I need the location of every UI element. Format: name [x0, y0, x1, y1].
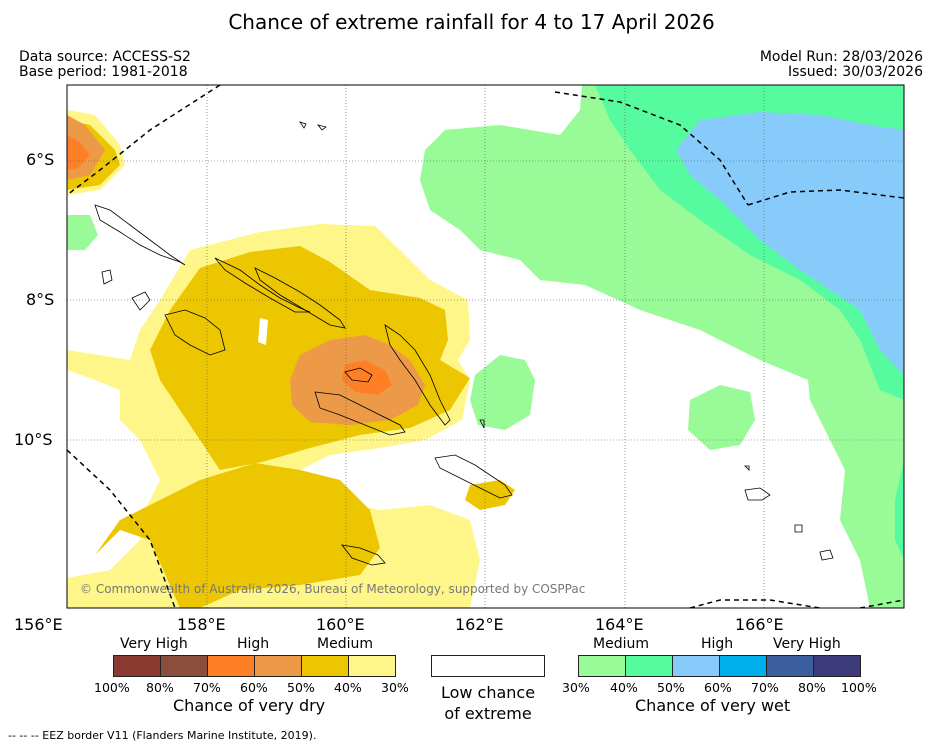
- lat-label-6s: 6°S: [26, 150, 55, 169]
- lat-label-8s: 8°S: [26, 290, 55, 309]
- lon-label-158e: 158°E: [177, 615, 226, 634]
- vanikoro-coast: [794, 524, 803, 533]
- wet-swatch-60-70: [719, 655, 767, 677]
- wet-section-high: High: [701, 636, 734, 652]
- lon-label-164e: 164°E: [595, 615, 644, 634]
- model-run-block: Model Run: 28/03/2026 Issued: 30/03/2026: [760, 50, 923, 80]
- dry-region-60pct: [342, 360, 392, 395]
- dry-pct-40: 40%: [334, 680, 362, 695]
- eez-borders: [67, 85, 904, 608]
- vella-lavella-coast: [131, 291, 151, 311]
- wet-pct-40: 40%: [610, 680, 638, 695]
- data-source-block: Data source: ACCESS-S2 Base period: 1981…: [19, 50, 191, 80]
- low-chance-line1: Low chance: [440, 683, 536, 702]
- dry-swatch-60-70: [207, 655, 255, 677]
- dry-pct-70: 70%: [193, 680, 221, 695]
- dry-pct-100: 100%: [94, 680, 130, 695]
- new-georgia-coast: [164, 309, 226, 356]
- wet-swatch-40-50: [625, 655, 673, 677]
- santa-cruz-coast: [744, 487, 771, 501]
- rennell-coast: [341, 544, 386, 566]
- duff-islands-coast: [744, 465, 750, 471]
- wet-pct-80: 80%: [798, 680, 826, 695]
- small-island-3: [101, 269, 113, 285]
- wet-pct-70: 70%: [751, 680, 779, 695]
- low-chance-line2: of extreme: [444, 704, 532, 723]
- dry-swatch-80-100: [113, 655, 161, 677]
- wet-region-30pct-east: [688, 385, 755, 450]
- graticule: [67, 85, 904, 608]
- malaita-coast: [384, 324, 451, 426]
- ontong-java-coast: [479, 419, 485, 429]
- lon-label-160e: 160°E: [316, 615, 365, 634]
- issued-text: Issued: 30/03/2026: [788, 64, 923, 80]
- dry-section-medium: Medium: [317, 636, 373, 652]
- makira-coast: [434, 454, 513, 499]
- dry-swatch-50-60: [254, 655, 302, 677]
- choiseul-coast: [214, 257, 311, 313]
- utupua-coast: [819, 549, 834, 561]
- dry-swatch-70-80: [160, 655, 208, 677]
- wet-swatch-70-80: [766, 655, 814, 677]
- dry-pct-50: 50%: [287, 680, 315, 695]
- wet-section-medium: Medium: [593, 636, 649, 652]
- wet-region-40pct-south: [895, 460, 904, 560]
- guadalcanal-coast: [314, 391, 406, 436]
- wet-region-30pct-west: [67, 215, 98, 250]
- copyright-notice: © Commonwealth of Australia 2026, Bureau…: [80, 582, 586, 596]
- dry-legend-title: Chance of very dry: [173, 696, 326, 715]
- wet-region-30pct-island: [470, 355, 535, 430]
- small-island-1: [299, 121, 307, 129]
- wet-swatch-30-40: [578, 655, 626, 677]
- dry-region-40pct-south: [95, 463, 380, 608]
- lon-label-166e: 166°E: [735, 615, 784, 634]
- dry-pct-60: 60%: [240, 680, 268, 695]
- base-period-text: Base period: 1981-2018: [19, 64, 188, 80]
- low-chance-legend-title: Low chance of extreme: [431, 682, 545, 724]
- map-frame: [66, 84, 905, 609]
- wet-region-50pct: [676, 112, 904, 375]
- small-island-2: [316, 124, 327, 131]
- map-title: Chance of extreme rainfall for 4 to 17 A…: [228, 10, 715, 34]
- dry-pct-80: 80%: [146, 680, 174, 695]
- dry-swatch-30-40: [348, 655, 396, 677]
- map-plot-area: [67, 85, 904, 608]
- dry-gap: [258, 318, 268, 345]
- lon-label-156e: 156°E: [14, 615, 63, 634]
- wet-legend-title: Chance of very wet: [635, 696, 791, 715]
- low-chance-swatch: [431, 655, 545, 677]
- wet-pct-50: 50%: [657, 680, 685, 695]
- wet-pct-100: 100%: [841, 680, 877, 695]
- wet-pct-30: 30%: [562, 680, 590, 695]
- coastlines: [94, 121, 834, 566]
- dry-pct-30: 30%: [381, 680, 409, 695]
- florida-islands-coast: [344, 367, 373, 383]
- santa-isabel-coast: [254, 267, 346, 329]
- dry-section-very-high: Very High: [120, 636, 188, 652]
- eez-footnote: -- -- -- EEZ border V11 (Flanders Marine…: [8, 729, 317, 742]
- dry-section-high: High: [237, 636, 270, 652]
- lat-label-10s: 10°S: [14, 430, 53, 449]
- wet-swatch-50-60: [672, 655, 720, 677]
- data-source-text: Data source: ACCESS-S2: [19, 49, 191, 65]
- dry-swatch-40-50: [301, 655, 349, 677]
- wet-pct-60: 60%: [704, 680, 732, 695]
- lon-label-162e: 162°E: [455, 615, 504, 634]
- bougainville-coast: [94, 204, 186, 266]
- wet-swatch-80-100: [813, 655, 861, 677]
- dry-region-60pct-nw: [67, 135, 90, 170]
- dry-region-40pct-east-island: [465, 480, 515, 510]
- model-run-text: Model Run: 28/03/2026: [759, 49, 923, 65]
- wet-section-very-high: Very High: [773, 636, 841, 652]
